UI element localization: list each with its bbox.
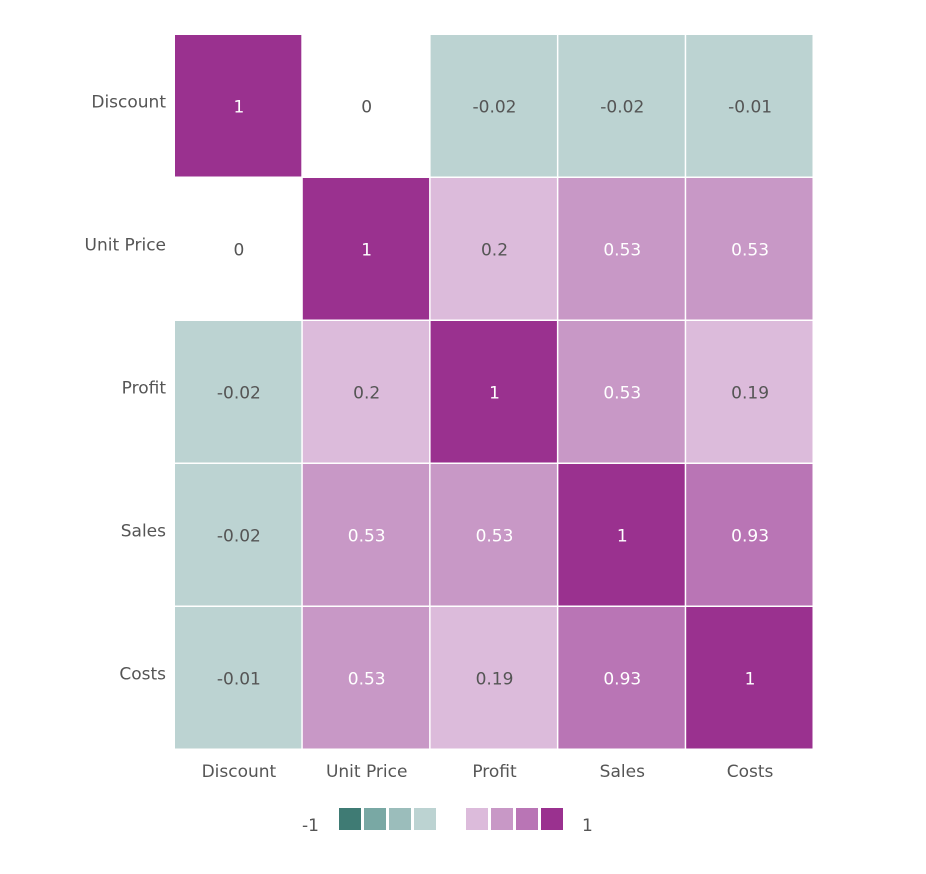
- heatmap-cell: [558, 178, 685, 320]
- heatmap-cell: [558, 464, 685, 606]
- cell-value-label: -0.02: [600, 98, 644, 118]
- cell-value-label: 1: [745, 670, 756, 690]
- y-tick-label: Discount: [91, 93, 166, 113]
- legend-swatch-negative: [364, 808, 386, 830]
- x-tick-label: Unit Price: [326, 762, 407, 782]
- heatmap-cell: [175, 321, 302, 463]
- x-tick-label: Profit: [472, 762, 517, 782]
- heatmap-cell: [558, 607, 685, 749]
- cell-value-label: 1: [489, 384, 500, 404]
- cell-value-label: 0.53: [731, 241, 769, 261]
- legend-max-label: 1: [582, 816, 593, 836]
- cell-value-label: 0.2: [481, 241, 508, 261]
- heatmap-cell: [302, 35, 430, 177]
- legend-swatch-positive: [466, 808, 488, 830]
- heatmap-cell: [302, 464, 430, 606]
- heatmap-cell: [558, 321, 685, 463]
- legend-swatch-positive: [491, 808, 513, 830]
- cell-value-label: 0.2: [353, 384, 380, 404]
- y-tick-label: Profit: [122, 379, 167, 399]
- heatmap-cell: [430, 321, 557, 463]
- heatmap-cell: [430, 178, 557, 320]
- legend-swatch-negative: [389, 808, 411, 830]
- cell-value-label: -0.01: [217, 670, 261, 690]
- cell-value-label: -0.01: [728, 98, 772, 118]
- cell-value-label: 0.19: [731, 384, 769, 404]
- cell-value-label: 0: [361, 98, 372, 118]
- x-tick-label: Costs: [727, 762, 774, 782]
- heatmap-cell: [686, 464, 813, 606]
- x-tick-label: Sales: [600, 762, 645, 782]
- x-tick-label: Discount: [202, 762, 277, 782]
- heatmap-cell: [302, 321, 430, 463]
- legend-swatch-negative: [339, 808, 361, 830]
- legend-swatch-negative: [414, 808, 436, 830]
- cell-value-label: 1: [361, 241, 372, 261]
- y-tick-label: Sales: [121, 522, 166, 542]
- heatmap-cell: [175, 178, 302, 320]
- heatmap-cell: [686, 607, 813, 749]
- heatmap-cell: [686, 35, 813, 177]
- heatmap-cell: [430, 464, 557, 606]
- heatmap-cell: [302, 178, 430, 320]
- heatmap-cell: [302, 607, 430, 749]
- heatmap-cell: [686, 321, 813, 463]
- cell-value-label: 0.93: [603, 670, 641, 690]
- cell-value-label: 0.53: [348, 670, 386, 690]
- y-tick-label: Unit Price: [85, 236, 166, 256]
- cell-value-label: 0: [233, 241, 244, 261]
- cell-value-label: -0.02: [217, 527, 261, 547]
- heatmap-cell: [175, 464, 302, 606]
- cell-value-label: 0.53: [603, 241, 641, 261]
- cell-value-label: 1: [617, 527, 628, 547]
- cell-value-label: 0.53: [348, 527, 386, 547]
- legend-swatch-positive: [516, 808, 538, 830]
- color-legend: -1 1: [302, 808, 593, 836]
- legend-swatch-positive: [541, 808, 563, 830]
- cell-value-label: 0.93: [731, 527, 769, 547]
- cell-value-label: -0.02: [217, 384, 261, 404]
- heatmap-cell: [686, 178, 813, 320]
- cell-value-label: 0.53: [603, 384, 641, 404]
- heatmap-cell: [430, 607, 557, 749]
- legend-min-label: -1: [302, 816, 319, 836]
- heatmap-cell: [558, 35, 685, 177]
- cell-value-label: 0.53: [476, 527, 514, 547]
- cell-value-label: -0.02: [473, 98, 517, 118]
- y-tick-label: Costs: [119, 665, 166, 685]
- heatmap-cell: [430, 35, 557, 177]
- cell-value-label: 0.19: [476, 670, 514, 690]
- heatmap-cell: [175, 607, 302, 749]
- heatmap-cell: [175, 35, 302, 177]
- cell-value-label: 1: [233, 98, 244, 118]
